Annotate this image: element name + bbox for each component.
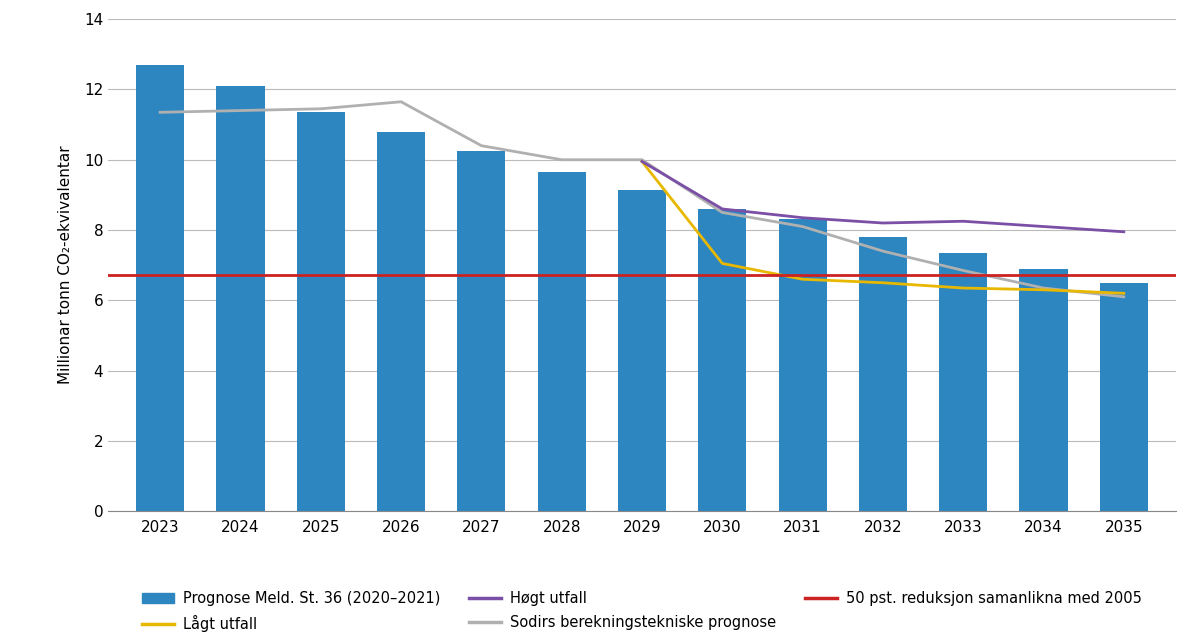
Bar: [859, 237, 907, 511]
Bar: [296, 112, 344, 511]
Bar: [136, 65, 185, 511]
Bar: [1099, 283, 1148, 511]
Bar: [216, 86, 264, 511]
Y-axis label: Millionar tonn CO₂-ekvivalentar: Millionar tonn CO₂-ekvivalentar: [58, 146, 73, 385]
Bar: [377, 132, 425, 511]
Bar: [457, 151, 505, 511]
Legend: Prognose Meld. St. 36 (2020–2021), Lågt utfall, Høgt utfall, Sodirs berekningste: Prognose Meld. St. 36 (2020–2021), Lågt …: [142, 591, 1142, 632]
Bar: [1020, 269, 1068, 511]
Bar: [779, 220, 827, 511]
Bar: [698, 209, 746, 511]
Bar: [618, 190, 666, 511]
Bar: [538, 172, 586, 511]
Bar: [940, 253, 988, 511]
